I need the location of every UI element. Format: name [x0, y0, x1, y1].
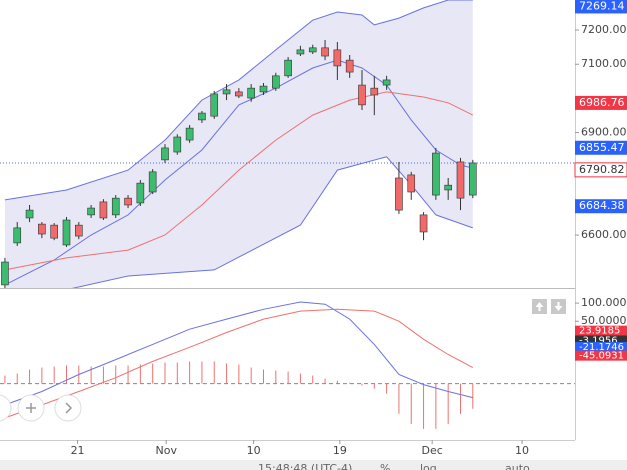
indicator-line — [4, 91, 474, 271]
candle-body — [111, 197, 120, 216]
status-text: 15:48:48 (UTC-4) — [258, 462, 352, 470]
candle-body — [38, 223, 46, 235]
macd-value-tag-label: 23.9185 — [579, 326, 620, 337]
candle-body — [358, 84, 366, 106]
candle-body — [13, 227, 22, 244]
candle-body — [444, 184, 452, 191]
price-tag-label: 6986.76 — [579, 96, 625, 109]
price-tag-label: 6684.38 — [579, 199, 625, 212]
macd-value-tag — [575, 325, 627, 336]
price-tag-label: 6855.47 — [579, 141, 625, 154]
candle-body — [1, 261, 9, 286]
macd-y-tick-label: 100.0000 — [581, 296, 627, 309]
price-pane — [0, 0, 575, 288]
zoom-buttons — [0, 394, 82, 422]
candle-body — [198, 112, 206, 121]
candle-body — [296, 49, 305, 55]
candle-body — [259, 85, 268, 93]
y-tick-label: 7200.00 — [581, 23, 627, 36]
x-tick-label: 19 — [333, 444, 347, 457]
candle-body — [456, 161, 465, 199]
candle-body — [75, 224, 83, 237]
y-tick-label: 6900.00 — [581, 126, 627, 139]
indicator-line — [4, 301, 473, 406]
candle-body — [407, 174, 416, 193]
candle-body — [25, 209, 34, 219]
candle-body — [136, 182, 145, 204]
macd-pane — [0, 301, 575, 429]
candle-body — [272, 75, 280, 89]
candle-body — [419, 214, 428, 233]
candle-body — [235, 91, 243, 97]
indicator-line — [71, 156, 473, 288]
macd-y-tick-label: 50.0000 — [581, 314, 627, 327]
candle-body — [345, 59, 354, 73]
indicator-line — [4, 0, 473, 201]
candle-body — [50, 224, 58, 239]
candle-body — [185, 127, 194, 141]
price-tag — [575, 95, 627, 110]
up-icon — [535, 302, 544, 311]
status-bar — [0, 460, 627, 470]
price-tag-label: 7269.14 — [579, 0, 625, 12]
price-tag — [575, 199, 627, 214]
macd-value-tag — [575, 335, 627, 346]
price-tag — [575, 0, 627, 14]
status-text: log — [420, 462, 437, 470]
candle-body — [333, 49, 342, 67]
candle-body — [124, 197, 132, 206]
candle-body — [87, 207, 95, 216]
candle-body — [148, 171, 157, 193]
macd-value-tag-label: -3.1956 — [579, 335, 618, 346]
candle-body — [173, 136, 182, 153]
candle-body — [99, 201, 108, 219]
candle-body — [382, 79, 391, 86]
candle-body — [222, 89, 231, 95]
candle-body — [62, 219, 71, 246]
scroll-right-button[interactable] — [54, 394, 82, 422]
y-tick-label: 6600.00 — [581, 228, 627, 241]
candle-body — [247, 87, 255, 99]
pane-buttons — [532, 299, 566, 314]
candle-body — [308, 47, 317, 53]
price-tag — [575, 140, 627, 155]
x-tick-label: Nov — [155, 444, 177, 457]
macd-value-tag — [575, 342, 627, 353]
candle-body — [284, 59, 292, 77]
macd-value-tag-label: -21.1746 — [579, 342, 624, 353]
macd-value-tag — [575, 350, 627, 361]
status-text: % — [380, 462, 390, 470]
candle-body — [321, 47, 329, 57]
indicator-line — [4, 308, 474, 419]
down-icon — [554, 302, 563, 311]
indicator-line — [4, 59, 473, 286]
x-tick-label: Dec — [422, 444, 443, 457]
candle-body — [432, 152, 440, 196]
candle-body — [469, 162, 477, 196]
y-tick-label: 7100.00 — [581, 57, 627, 70]
candle-body — [370, 87, 379, 96]
candle-body — [395, 177, 403, 211]
x-tick-label: 21 — [71, 444, 85, 457]
band-fill — [4, 0, 473, 288]
zoom-out-button[interactable] — [0, 394, 12, 422]
plus-icon — [26, 403, 36, 413]
x-tick-label: 10 — [515, 444, 529, 457]
price-tag — [574, 162, 627, 178]
status-text: auto — [505, 462, 530, 470]
price-tag-label: 6790.82 — [579, 163, 625, 176]
chevron-icon — [65, 402, 73, 414]
macd-value-tag-label: -45.0931 — [579, 351, 624, 362]
candle-body — [210, 93, 219, 117]
candle-body — [161, 147, 169, 161]
x-tick-label: 10 — [247, 444, 261, 457]
